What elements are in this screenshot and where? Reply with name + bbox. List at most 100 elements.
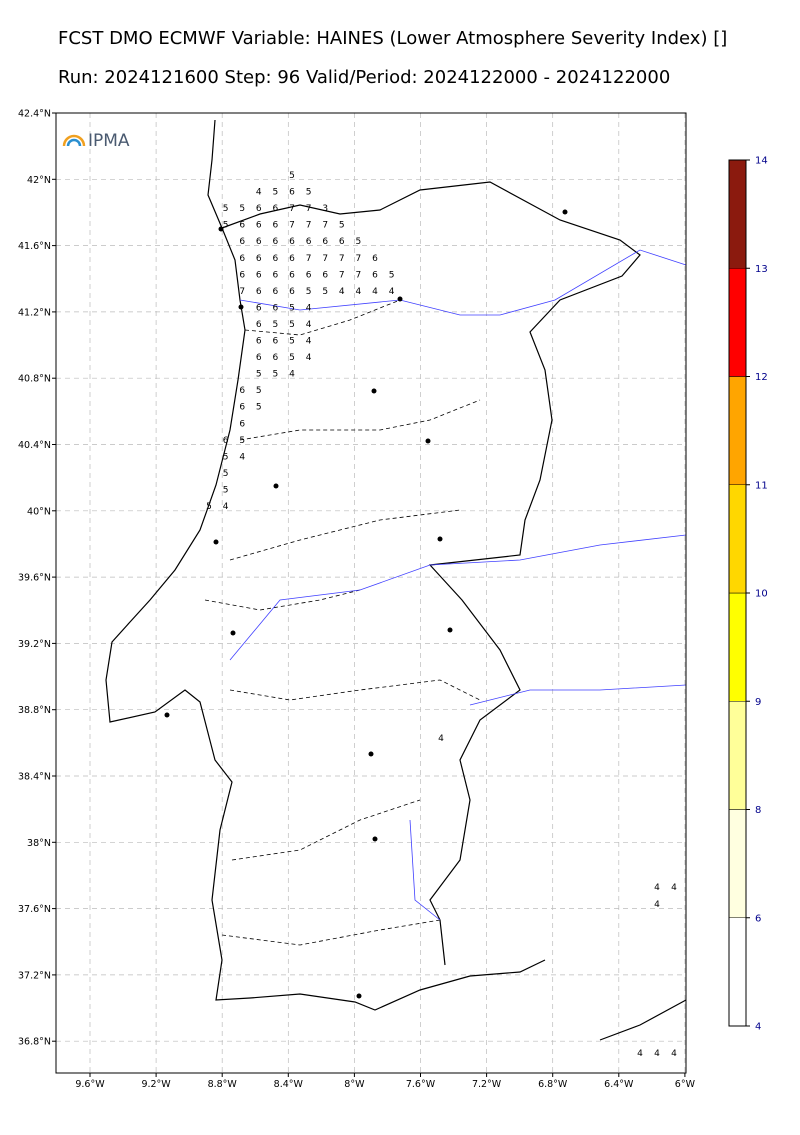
lat-label: 38.4°N: [18, 772, 51, 783]
haines-value: 5: [289, 337, 295, 347]
colorbar-segment: [728, 917, 747, 1027]
haines-value: 5: [306, 287, 312, 297]
rivers: [229, 249, 687, 921]
haines-value: 6: [239, 237, 245, 247]
colorbar-label: 10: [755, 589, 768, 600]
haines-value: 6: [306, 237, 312, 247]
colorbar-label: 9: [755, 697, 761, 708]
haines-value: 7: [339, 270, 345, 280]
cities: [164, 209, 568, 999]
haines-value: 6: [256, 204, 262, 214]
haines-value: 7: [306, 221, 312, 231]
lon-label: 6.8°W: [538, 1079, 568, 1090]
lat-label: 40.4°N: [18, 440, 51, 451]
haines-value: 6: [289, 270, 295, 280]
haines-value: 7: [239, 287, 245, 297]
lat-label: 38.8°N: [18, 705, 51, 716]
haines-value: 6: [239, 403, 245, 413]
colorbar-frame: [728, 159, 747, 1027]
haines-value: 5: [239, 436, 245, 446]
haines-value: 6: [339, 237, 345, 247]
title-line-2: Run: 2024121600 Step: 96 Valid/Period: 2…: [58, 67, 670, 88]
haines-value: 7: [306, 204, 312, 214]
haines-value: 5: [239, 204, 245, 214]
haines-value: 6: [256, 254, 262, 264]
haines-value: 5: [256, 370, 262, 380]
haines-value: 4: [654, 1049, 660, 1059]
haines-value: 6: [273, 270, 279, 280]
haines-value: 6: [256, 287, 262, 297]
haines-value: 4: [671, 883, 677, 893]
haines-value: 5: [273, 320, 279, 330]
border: [221, 181, 641, 966]
lon-label: 9.6°W: [75, 1079, 105, 1090]
haines-value: 7: [356, 270, 362, 280]
coastline: [105, 119, 687, 1041]
haines-value: 6: [239, 386, 245, 396]
haines-value: 5: [273, 188, 279, 198]
haines-value: 6: [372, 270, 378, 280]
lat-label: 41.2°N: [18, 307, 51, 318]
haines-value: 5: [322, 287, 328, 297]
colorbar-segment: [728, 268, 747, 377]
lat-label: 41.6°N: [18, 241, 51, 252]
haines-value: 6: [256, 353, 262, 363]
haines-value: 6: [273, 353, 279, 363]
haines-value: 4: [654, 883, 660, 893]
haines-value: 6: [273, 303, 279, 313]
haines-value: 5: [206, 502, 212, 512]
coast: [105, 119, 546, 1011]
haines-value: 5: [306, 188, 312, 198]
haines-value: 6: [306, 270, 312, 280]
haines-value: 4: [654, 900, 660, 910]
colorbar-label: 12: [755, 372, 768, 383]
colorbar-label: 11: [755, 480, 768, 491]
lon-label: 7.2°W: [472, 1079, 502, 1090]
haines-value: 6: [322, 270, 328, 280]
haines-value: 4: [389, 287, 395, 297]
haines-value: 6: [289, 287, 295, 297]
colorbar-segment: [728, 701, 747, 810]
lon-label: 8°W: [344, 1079, 365, 1090]
haines-value: 5: [223, 221, 229, 231]
haines-value: 5: [389, 270, 395, 280]
logo-text: IPMA: [88, 131, 130, 151]
haines-value: 6: [273, 287, 279, 297]
haines-value: 5: [289, 320, 295, 330]
haines-value: 7: [306, 254, 312, 264]
haines-value: 5: [289, 353, 295, 363]
haines-value: 6: [256, 320, 262, 330]
haines-value: 6: [239, 419, 245, 429]
haines-value: 4: [223, 502, 229, 512]
haines-value: 6: [372, 254, 378, 264]
colorbar-label: 14: [755, 156, 768, 167]
haines-value: 6: [256, 270, 262, 280]
haines-value: 5: [289, 303, 295, 313]
colorbar-label: 8: [755, 805, 761, 816]
haines-value: 4: [306, 303, 312, 313]
haines-value: 6: [273, 237, 279, 247]
lat-label: 36.8°N: [18, 1037, 51, 1048]
lat-label: 42.4°N: [18, 109, 51, 120]
haines-value: 4: [256, 188, 262, 198]
haines-value: 6: [256, 221, 262, 231]
haines-value: 6: [289, 254, 295, 264]
colorbar-segment: [728, 809, 747, 918]
lat-label: 37.2°N: [18, 970, 51, 981]
haines-value: 7: [289, 204, 295, 214]
colorbar-segment: [728, 592, 747, 702]
lon-label: 6°W: [675, 1079, 696, 1090]
lon-label: 7.6°W: [406, 1079, 436, 1090]
graticule: 42.4°N42°N41.6°N41.2°N40.8°N40.4°N40°N39…: [18, 109, 696, 1091]
haines-value: 6: [273, 337, 279, 347]
haines-value: 5: [273, 370, 279, 380]
haines-value: 5: [223, 204, 229, 214]
haines-value: 5: [256, 386, 262, 396]
haines-value: 4: [671, 1049, 677, 1059]
lon-label: 9.2°W: [141, 1079, 171, 1090]
haines-value: 6: [289, 237, 295, 247]
haines-value: 4: [637, 1049, 643, 1059]
lat-label: 42°N: [27, 175, 51, 186]
